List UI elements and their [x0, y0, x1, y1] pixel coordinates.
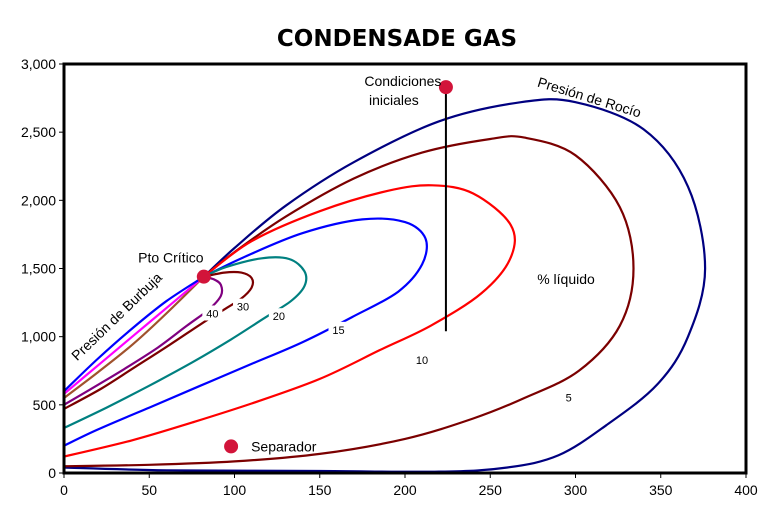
- quality-line-15: [64, 217, 428, 447]
- quality-line-10: [64, 184, 516, 458]
- quality-label-bg: [562, 389, 576, 405]
- initial-conditions-point: [438, 80, 453, 95]
- quality-label: 30: [237, 302, 249, 314]
- x-tick-label: 300: [564, 482, 588, 498]
- y-tick-label: 500: [33, 397, 57, 413]
- x-tick-label: 400: [734, 482, 758, 498]
- plot-frame: [62, 62, 748, 475]
- x-tick-label: 0: [60, 482, 68, 498]
- liquid-percent-label: % líquido: [537, 271, 595, 287]
- quality-label-bg: [268, 308, 289, 324]
- critical-point-label: Pto Crítico: [138, 250, 204, 266]
- initial-conditions-label: Condiciones: [364, 73, 441, 89]
- y-tick-label: 1,000: [21, 329, 56, 345]
- quality-label: 5: [566, 392, 572, 404]
- bubble-point-curve: [64, 275, 205, 393]
- initial-conditions-label: iniciales: [369, 92, 419, 108]
- quality-label: 15: [332, 325, 344, 337]
- quality-line: [64, 275, 205, 395]
- y-tick-label: 2,500: [21, 124, 56, 140]
- quality-label-bg: [233, 298, 254, 314]
- x-tick-label: 50: [141, 482, 157, 498]
- quality-label-bg: [328, 321, 349, 337]
- chart-title: CONDENSADE GAS: [277, 26, 517, 52]
- quality-label-bg: [202, 305, 223, 321]
- axes-group: 0 50 100 150 200 250 300 350 400 0 500 1,000 1,500 2,…: [21, 56, 758, 498]
- quality-label: 10: [416, 355, 428, 367]
- x-tick-label: 250: [479, 482, 503, 498]
- quality-line-20: [64, 256, 308, 430]
- separator-point: [224, 439, 239, 454]
- x-tick-label: 200: [393, 482, 417, 498]
- dew-curve-label: Presión de Rocío: [536, 74, 644, 121]
- x-tick-label: 100: [223, 482, 247, 498]
- x-tick-label: 350: [649, 482, 673, 498]
- quality-label-bg: [412, 351, 433, 367]
- separator-label: Separador: [251, 438, 317, 454]
- quality-label: 20: [273, 311, 285, 323]
- x-tick-label: 150: [308, 482, 332, 498]
- y-tick-label: 2,000: [21, 192, 56, 208]
- quality-line-40: [64, 275, 224, 406]
- critical-point: [196, 269, 211, 284]
- dew-point-curve: [64, 98, 707, 473]
- y-tick-label: 0: [48, 465, 56, 481]
- overlay-group: 5 10 15 20 30 40 Condiciones iniciales Pto Críti…: [68, 73, 643, 454]
- y-tick-label: 1,500: [21, 261, 56, 277]
- quality-label: 40: [206, 308, 218, 320]
- curves-group: [64, 98, 707, 473]
- quality-line-5: [64, 135, 635, 468]
- y-tick-label: 3,000: [21, 56, 56, 72]
- quality-line: [64, 275, 205, 400]
